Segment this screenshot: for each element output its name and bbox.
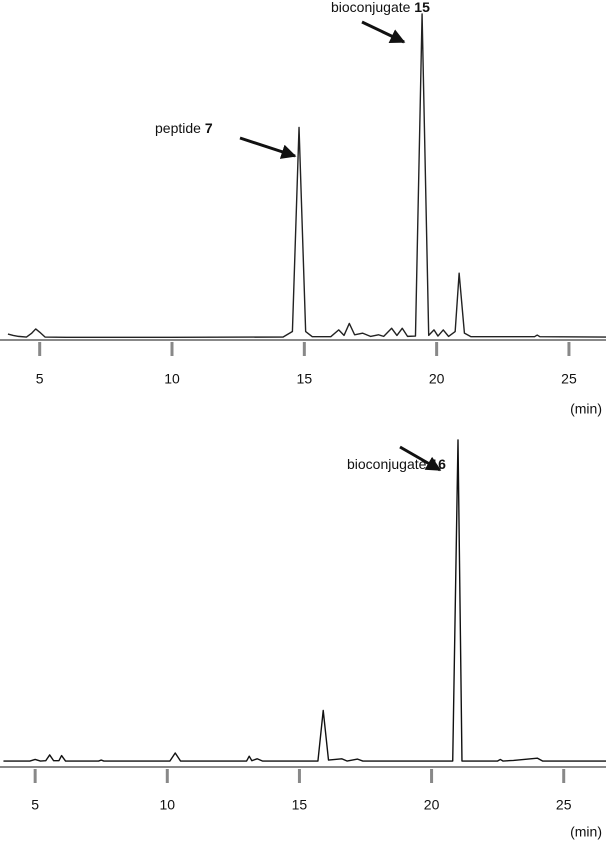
x-tick-label: 20 xyxy=(424,797,440,813)
x-tick-label: 5 xyxy=(36,371,44,387)
x-tick-label: 25 xyxy=(556,797,572,813)
x-axis-label: (min) xyxy=(570,401,602,417)
x-tick-label: 15 xyxy=(297,371,313,387)
trace xyxy=(3,439,606,762)
annotation-text: bioconjugate xyxy=(347,456,427,472)
x-tick-label: 15 xyxy=(292,797,308,813)
compound-number: 15 xyxy=(414,0,430,15)
trace xyxy=(7,13,606,339)
x-axis-label: (min) xyxy=(570,824,602,840)
x-tick-label: 5 xyxy=(31,797,39,813)
annotation: bioconjugate 15 xyxy=(331,0,430,15)
annotation-text: bioconjugate xyxy=(331,0,411,15)
annotation: peptide 7 xyxy=(155,120,213,136)
annotation-text: peptide xyxy=(155,120,201,136)
x-tick-label: 10 xyxy=(164,371,180,387)
arrow xyxy=(399,445,442,472)
x-tick-label: 25 xyxy=(561,371,577,387)
x-tick-label: 10 xyxy=(160,797,176,813)
arrow xyxy=(239,136,297,159)
compound-number: 7 xyxy=(205,120,213,136)
arrow xyxy=(361,20,406,44)
x-tick-label: 20 xyxy=(429,371,445,387)
